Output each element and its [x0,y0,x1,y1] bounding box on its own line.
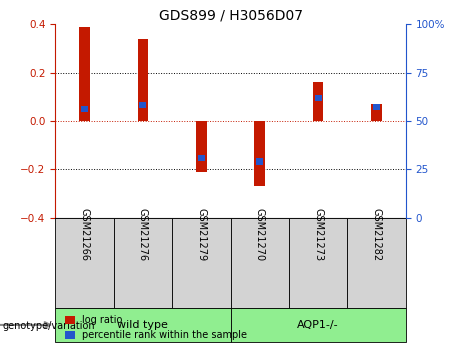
Title: GDS899 / H3056D07: GDS899 / H3056D07 [159,9,302,23]
Text: GSM21270: GSM21270 [254,208,265,261]
Bar [373,104,380,110]
Bar [198,155,205,161]
Bar [314,95,322,101]
Bar [138,39,148,121]
Text: GSM21273: GSM21273 [313,208,323,261]
Text: GSM21282: GSM21282 [372,208,382,261]
Bar [196,121,207,172]
Text: AQP1-/-: AQP1-/- [297,320,339,330]
Bar [114,218,172,308]
Bar [55,308,230,342]
Bar [313,82,323,121]
Bar [79,27,90,121]
Bar [139,102,147,108]
Bar [230,218,289,308]
Bar [230,308,406,342]
Text: GSM21276: GSM21276 [138,208,148,261]
Legend: log ratio, percentile rank within the sample: log ratio, percentile rank within the sa… [65,315,247,340]
Text: wild type: wild type [118,320,168,330]
Bar [347,218,406,308]
Bar [371,104,382,121]
Bar [254,121,265,186]
Text: genotype/variation: genotype/variation [2,321,95,331]
Bar [172,218,230,308]
Text: GSM21279: GSM21279 [196,208,207,261]
Bar [81,106,88,112]
Bar [55,218,114,308]
Bar [289,218,347,308]
Bar [256,158,263,165]
Text: GSM21266: GSM21266 [79,208,89,261]
